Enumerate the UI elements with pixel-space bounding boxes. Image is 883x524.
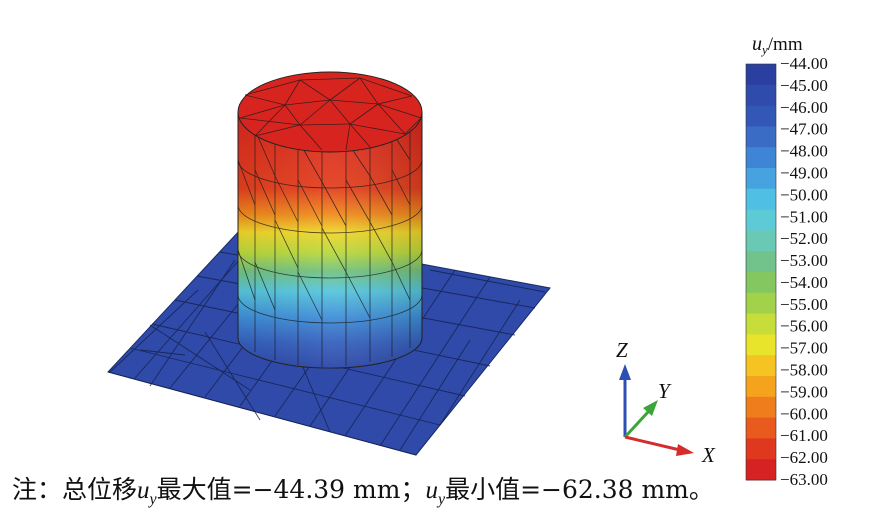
legend-title-unit: /mm — [768, 34, 803, 55]
legend-title: uy/mm — [752, 33, 803, 57]
legend-tick-label: −60.00 — [780, 404, 828, 423]
legend-band — [746, 459, 776, 481]
legend-tick-label: −49.00 — [780, 163, 828, 182]
legend-tick-label: −50.00 — [780, 185, 828, 204]
y-axis-arrowhead — [643, 400, 658, 416]
legend-bands — [745, 63, 777, 481]
legend-title-sub: y — [760, 42, 768, 57]
caption-var: u — [137, 477, 150, 504]
legend-band — [746, 251, 776, 273]
legend-tick-label: −48.00 — [780, 142, 828, 161]
legend-band — [746, 230, 776, 252]
legend-band — [746, 417, 776, 439]
legend-title-var: u — [752, 33, 762, 55]
cylinder-top — [237, 71, 423, 153]
legend-tick-label: −58.00 — [780, 361, 828, 380]
caption-min: 最小值=−62.38 mm。 — [445, 475, 714, 504]
caption-sub2: y — [437, 491, 446, 508]
legend-tick-label: −56.00 — [780, 317, 828, 336]
y-axis-line — [623, 410, 650, 439]
legend-tick-label: −57.00 — [780, 339, 828, 358]
x-axis-arrowhead — [676, 444, 694, 456]
legend-band — [746, 105, 776, 127]
legend-tick-label: −62.00 — [780, 448, 828, 467]
x-axis-label: X — [701, 443, 716, 467]
legend-band — [746, 84, 776, 107]
legend-tick-label: −59.00 — [780, 382, 828, 401]
legend-band — [746, 396, 776, 419]
legend-band — [746, 64, 776, 86]
legend-band — [746, 376, 776, 398]
legend-band — [746, 313, 776, 335]
legend-border — [745, 63, 777, 481]
x-axis-line — [624, 435, 681, 452]
legend-band — [746, 438, 776, 460]
legend-band — [746, 188, 776, 211]
legend-tick-label: −61.00 — [780, 426, 828, 445]
z-axis-label: Z — [616, 338, 628, 362]
axis-triad: Z Y X — [616, 338, 716, 467]
legend-tick-label: −55.00 — [780, 295, 828, 314]
legend-band — [746, 209, 776, 231]
legend-tick-labels: −44.00 −45.00 −46.00 −47.00 −48.00 −49.00 −50.… — [780, 54, 828, 489]
legend-band — [746, 126, 776, 148]
legend-tick-label: −54.00 — [780, 273, 828, 292]
legend-band — [746, 334, 776, 356]
legend-tick-label: −53.00 — [780, 251, 828, 270]
color-legend: uy/mm −44.00 −45.00 −46.00 −47.00 −48.00 −49.… — [745, 33, 828, 489]
z-axis-arrowhead — [619, 364, 631, 380]
caption-sub: y — [149, 491, 157, 508]
legend-band — [746, 355, 776, 377]
legend-tick-label: −45.00 — [780, 76, 828, 95]
legend-band — [746, 168, 776, 190]
cylinder-body — [237, 111, 423, 369]
legend-tick-label: −63.00 — [780, 470, 828, 489]
legend-band — [746, 292, 776, 315]
caption-prefix: 注：总位移 — [12, 475, 138, 504]
figure-caption: 注：总位移uy最大值=−44.39 mm；uy最小值=−62.38 mm。 — [12, 470, 714, 509]
legend-tick-label: −52.00 — [780, 229, 828, 248]
legend-tick-label: −46.00 — [780, 98, 828, 117]
y-axis-label: Y — [658, 379, 672, 403]
legend-tick-label: −51.00 — [780, 207, 828, 226]
legend-tick-label: −47.00 — [780, 120, 828, 139]
legend-band — [746, 272, 776, 294]
legend-tick-label: −44.00 — [780, 54, 828, 73]
caption-max: 最大值=−44.39 mm； — [156, 475, 426, 504]
caption-var2: u — [425, 477, 438, 504]
legend-band — [746, 147, 776, 169]
